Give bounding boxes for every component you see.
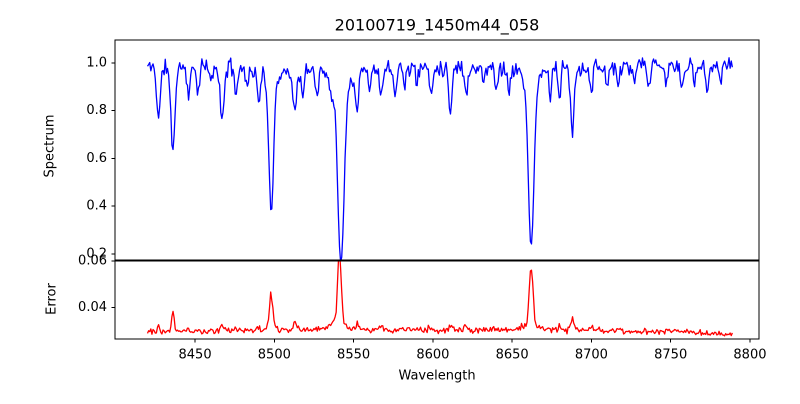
ticks-layer: 8450 8500 8550 8600 8650 8700 8750 8800 1.0 0.8 0.… [78, 55, 766, 362]
y-tick-label: 1.0 [86, 55, 107, 70]
error-axes-box [114, 259, 760, 340]
spectrum-series-group [146, 57, 734, 260]
x-tick-label: 8800 [733, 348, 766, 363]
x-tick-label: 8700 [575, 348, 608, 363]
x-tick-label: 8650 [496, 348, 529, 363]
x-tick-label: 8500 [258, 348, 291, 363]
y-tick-label: 0.8 [86, 103, 107, 118]
y-tick-label: 0.6 [86, 151, 107, 166]
chart-title: 20100719_1450m44_058 [335, 16, 540, 36]
y-tick-label: 0.4 [86, 199, 107, 214]
y-axis-label-error: Error [45, 283, 60, 315]
y-axis-label-spectrum: Spectrum [43, 115, 58, 178]
spectrum-axes-box [114, 39, 760, 261]
x-tick-label: 8600 [416, 348, 449, 363]
error-line [146, 260, 733, 337]
data-layer [146, 57, 734, 337]
y-tick-label: 0.2 [86, 247, 107, 262]
x-tick-label: 8550 [337, 348, 370, 363]
error-series-group [146, 260, 733, 337]
spectrum-line [146, 57, 734, 260]
x-tick-label: 8750 [654, 348, 687, 363]
y-tick-label: 0.04 [78, 300, 107, 315]
axes-layer [114, 39, 760, 340]
x-tick-label: 8450 [179, 348, 212, 363]
y-tick-label: 0.06 [78, 253, 107, 268]
x-axis-label: Wavelength [398, 369, 475, 384]
